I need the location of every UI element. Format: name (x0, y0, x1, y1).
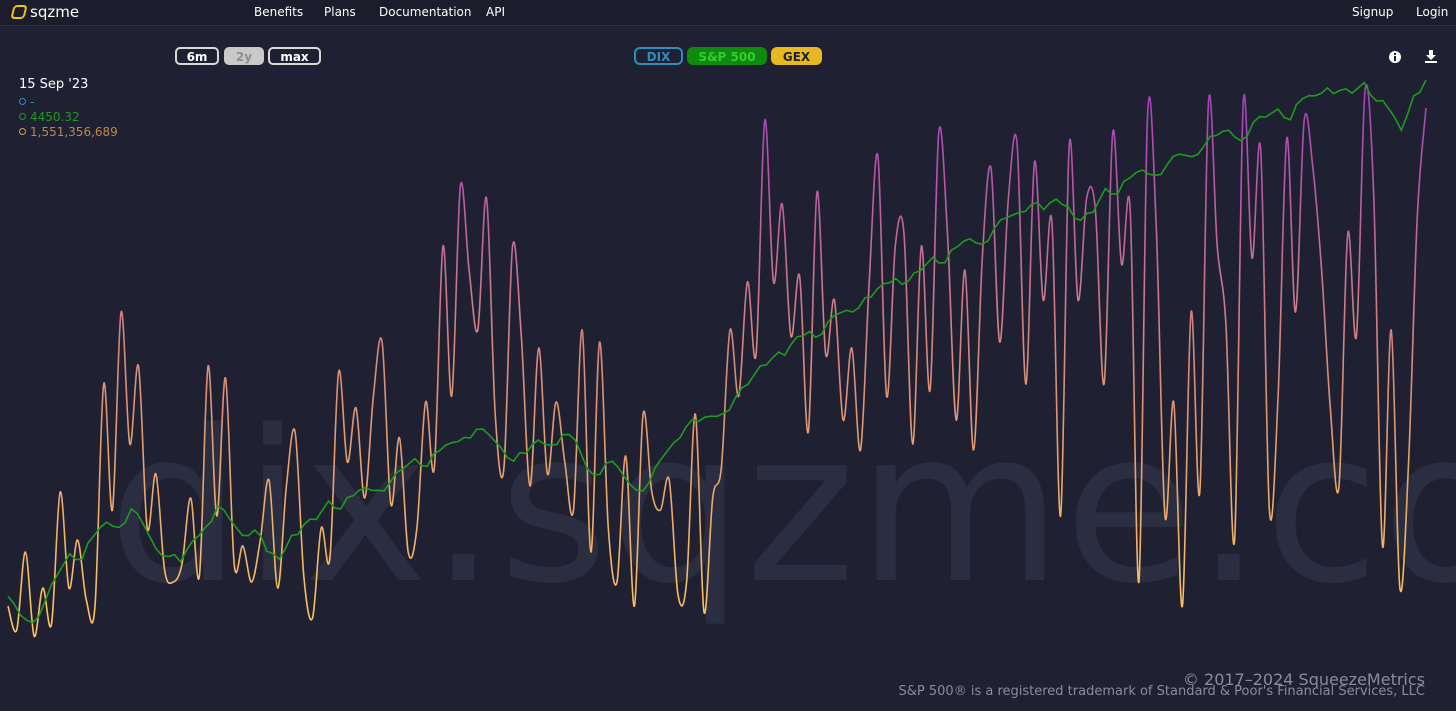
sp500-line (7, 79, 1427, 624)
chart-legend: 15 Sep '23 - 4450.32 1,551,356,689 (19, 77, 118, 139)
login-link[interactable]: Login (1416, 5, 1449, 19)
download-icon[interactable] (1424, 49, 1438, 63)
dix-dot-icon (19, 98, 26, 105)
legend-date: 15 Sep '23 (19, 77, 89, 92)
chart[interactable] (0, 26, 1456, 696)
nav-link-documentation[interactable]: Documentation (379, 5, 472, 19)
trademark-text: S&P 500® is a registered trademark of St… (898, 684, 1425, 699)
nav-link-api[interactable]: API (486, 5, 505, 19)
legend-sp500-value: 4450.32 (30, 109, 80, 124)
top-nav: sqzme Benefits Plans Documentation API S… (0, 0, 1456, 26)
range-2y-button[interactable]: 2y (224, 47, 264, 65)
gex-series (7, 83, 1427, 637)
nav-link-benefits[interactable]: Benefits (254, 5, 304, 19)
sp500-toggle-button[interactable]: S&P 500 (687, 47, 767, 65)
sp500-dot-icon (19, 113, 26, 120)
legend-row-dix: - (19, 94, 118, 109)
brand-logo[interactable]: sqzme (10, 3, 80, 21)
gex-toggle-button[interactable]: GEX (771, 47, 822, 65)
range-max-button[interactable]: max (268, 47, 321, 65)
copyright-text: © 2017–2024 SqueezeMetrics (1182, 670, 1425, 689)
logo-icon (10, 5, 28, 19)
dix-toggle-button[interactable]: DIX (634, 47, 683, 65)
gex-line (7, 83, 1427, 637)
nav-link-plans[interactable]: Plans (324, 5, 356, 19)
sp500-series (7, 79, 1427, 624)
info-icon[interactable] (1388, 50, 1402, 64)
legend-row-gex: 1,551,356,689 (19, 124, 118, 139)
brand-name: sqzme (30, 3, 80, 21)
range-6m-button[interactable]: 6m (175, 47, 219, 65)
gex-dot-icon (19, 128, 26, 135)
legend-row-sp500: 4450.32 (19, 109, 118, 124)
legend-dix-value: - (30, 94, 35, 109)
signup-link[interactable]: Signup (1352, 5, 1394, 19)
legend-gex-value: 1,551,356,689 (30, 124, 118, 139)
